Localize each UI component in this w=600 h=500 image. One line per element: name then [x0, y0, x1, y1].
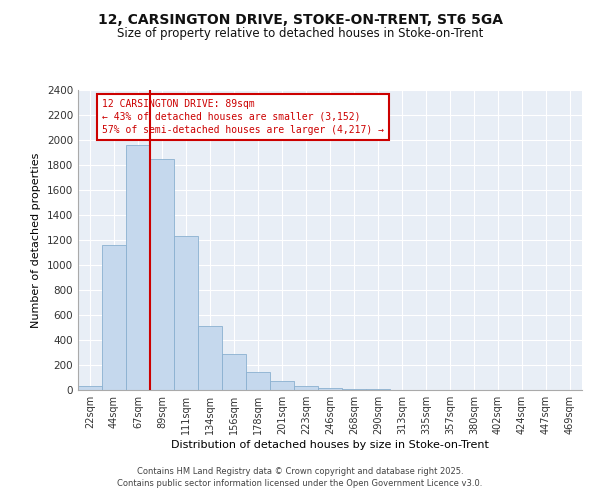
Y-axis label: Number of detached properties: Number of detached properties: [31, 152, 41, 328]
Bar: [102, 245, 126, 390]
Bar: [126, 145, 150, 390]
Bar: [270, 380, 294, 390]
Bar: [294, 386, 318, 390]
Bar: [198, 326, 222, 390]
Bar: [174, 236, 198, 390]
Bar: [342, 389, 366, 390]
X-axis label: Distribution of detached houses by size in Stoke-on-Trent: Distribution of detached houses by size …: [171, 440, 489, 450]
Text: Size of property relative to detached houses in Stoke-on-Trent: Size of property relative to detached ho…: [117, 28, 483, 40]
Bar: [246, 372, 270, 390]
Text: 12 CARSINGTON DRIVE: 89sqm
← 43% of detached houses are smaller (3,152)
57% of s: 12 CARSINGTON DRIVE: 89sqm ← 43% of deta…: [102, 99, 384, 135]
Bar: [222, 354, 246, 390]
Bar: [150, 159, 174, 390]
Bar: [78, 386, 102, 390]
Text: 12, CARSINGTON DRIVE, STOKE-ON-TRENT, ST6 5GA: 12, CARSINGTON DRIVE, STOKE-ON-TRENT, ST…: [97, 12, 503, 26]
Bar: [318, 388, 342, 390]
Text: Contains HM Land Registry data © Crown copyright and database right 2025.
Contai: Contains HM Land Registry data © Crown c…: [118, 466, 482, 487]
